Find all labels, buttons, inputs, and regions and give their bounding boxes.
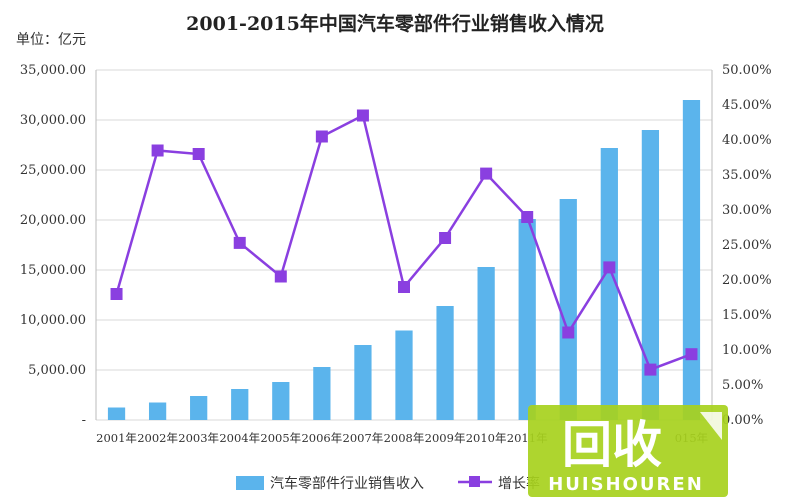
y-right-tick-label: 0.00% <box>722 413 763 428</box>
bar <box>313 367 331 420</box>
line-point <box>233 236 246 249</box>
line-point <box>110 288 123 300</box>
line-point <box>192 148 205 160</box>
x-tick-label: 2006年 <box>301 431 342 445</box>
y-right-tick-label: 25.00% <box>722 238 772 253</box>
y-right-tick-label: 5.00% <box>722 378 763 393</box>
x-tick-label: 2008年 <box>384 431 425 445</box>
y-right-axis: 0.00% 5.00% 10.00% 15.00% 20.00% 25.00% 30.00%… <box>722 63 772 428</box>
bar-series <box>107 100 701 420</box>
x-tick-label: 2009年 <box>425 431 466 445</box>
bar <box>190 396 208 420</box>
watermark-background <box>528 405 728 497</box>
watermark-subtext: HUISHOUREN <box>548 474 704 495</box>
line-point <box>274 270 287 283</box>
bar <box>559 199 577 420</box>
bar <box>518 219 536 420</box>
line-point <box>521 211 534 223</box>
line-point <box>151 144 164 157</box>
y-left-tick-label: 20,000.00 <box>20 213 86 228</box>
y-right-tick-label: 35.00% <box>722 168 772 183</box>
x-tick-label: 2007年 <box>343 431 384 445</box>
x-tick-label: 2002年 <box>137 431 178 445</box>
y-right-tick-label: 40.00% <box>722 133 772 148</box>
y-right-tick-label: 20.00% <box>722 273 772 288</box>
bar <box>641 130 660 420</box>
legend-bar-label: 汽车零部件行业销售收入 <box>270 475 424 492</box>
bar <box>395 330 413 420</box>
bar <box>272 382 290 420</box>
line-point <box>439 232 452 244</box>
watermark-logo: 回收 HUISHOUREN <box>528 405 728 497</box>
x-tick-label: 2004年 <box>219 431 260 445</box>
watermark-text: 回收 <box>562 416 662 474</box>
bar <box>231 389 249 420</box>
y-left-tick-label: 25,000.00 <box>20 163 86 178</box>
y-right-tick-label: 45.00% <box>722 98 772 113</box>
legend-line-marker <box>469 476 480 487</box>
y-left-tick-label: - <box>82 413 86 428</box>
bar <box>600 148 618 420</box>
y-right-tick-label: 50.00% <box>722 63 772 78</box>
line-point <box>644 363 657 376</box>
bar <box>477 267 495 420</box>
y-left-tick-label: 30,000.00 <box>20 113 86 128</box>
y-left-tick-label: 5,000.00 <box>28 363 86 378</box>
x-tick-label: 2001年 <box>96 431 137 445</box>
x-tick-label: 2003年 <box>178 431 219 445</box>
watermark-arrow-icon <box>700 412 722 440</box>
y-left-tick-label: 10,000.00 <box>20 313 86 328</box>
bar <box>436 306 454 420</box>
line-point <box>480 167 493 180</box>
line-point <box>356 109 369 122</box>
line-point <box>685 348 698 361</box>
x-tick-label: 2010年 <box>466 431 507 445</box>
line-point <box>603 261 616 274</box>
legend: 汽车零部件行业销售收入 增长率 <box>236 475 540 492</box>
y-left-axis: - 5,000.00 10,000.00 15,000.00 20,000.00 25,0… <box>20 63 86 428</box>
bar <box>354 345 372 420</box>
y-left-tick-label: 35,000.00 <box>20 63 86 78</box>
line-point <box>315 130 328 143</box>
line-series <box>110 109 698 376</box>
bar <box>682 100 701 420</box>
line-point <box>562 326 575 339</box>
grid <box>95 69 713 421</box>
y-right-tick-label: 10.00% <box>722 343 772 358</box>
unit-label: 单位：亿元 <box>16 32 86 48</box>
y-right-tick-label: 15.00% <box>722 308 772 323</box>
line-point <box>398 281 410 293</box>
chart-title: 2001-2015年中国汽车零部件行业销售收入情况 <box>186 12 604 35</box>
legend-bar-swatch <box>236 476 264 490</box>
x-tick-label: 2005年 <box>260 431 301 445</box>
bar <box>148 402 167 420</box>
bar <box>107 407 126 420</box>
y-left-tick-label: 15,000.00 <box>20 263 86 278</box>
y-right-tick-label: 30.00% <box>722 203 772 218</box>
